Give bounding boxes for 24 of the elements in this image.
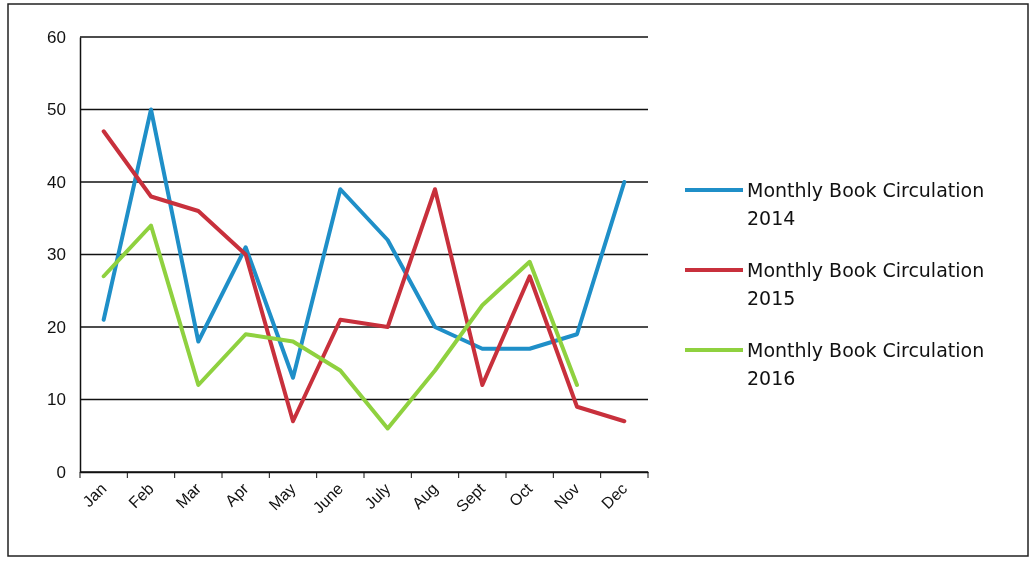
y-tick-label: 20	[47, 317, 66, 337]
y-tick-label: 50	[47, 100, 66, 120]
x-tick-label: Nov	[550, 479, 583, 513]
y-tick-label: 10	[47, 390, 66, 410]
legend-label: Monthly Book Circulation 2015	[747, 258, 985, 310]
line-series	[101, 223, 579, 431]
y-tick-label: 30	[47, 245, 66, 265]
x-tick-label: Oct	[505, 479, 536, 510]
x-tick-label: Apr	[221, 479, 253, 510]
line-series	[101, 129, 627, 424]
x-tick-label: Mar	[172, 479, 205, 512]
y-tick-label: 40	[47, 172, 66, 192]
line-series	[101, 107, 627, 380]
x-tick-label: Jan	[79, 479, 110, 511]
x-tick-label: Sept	[452, 479, 489, 516]
x-tick-label: May	[265, 479, 299, 514]
x-tick-label: Feb	[125, 479, 157, 512]
x-tick-label: Aug	[408, 479, 441, 513]
y-tick-label: 0	[56, 462, 66, 482]
y-tick-label: 60	[47, 27, 66, 47]
legend-label: Monthly Book Circulation 2016	[747, 338, 985, 390]
x-tick-label: Dec	[598, 479, 631, 513]
legend-label: Monthly Book Circulation 2014	[747, 178, 985, 230]
x-tick-label: July	[361, 479, 394, 513]
